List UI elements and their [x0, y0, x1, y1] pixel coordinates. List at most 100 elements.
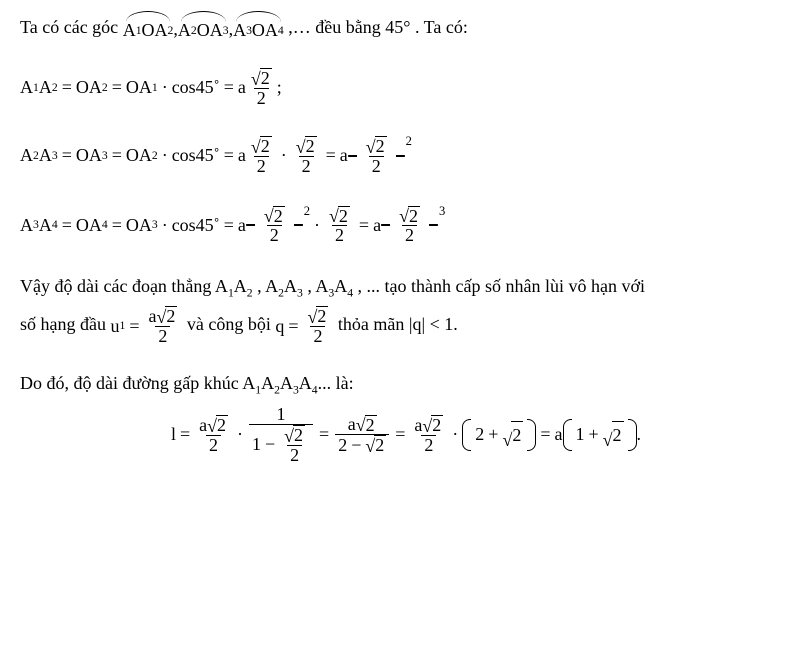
dot: ·	[314, 212, 320, 239]
sqrt-body: 2	[408, 206, 420, 226]
equation-a3a4: A3A4 = OA4 = OA3 · cos45˚ = a √2 2 2 · √…	[20, 204, 792, 248]
sqrt-body: 2	[216, 415, 228, 435]
sym: a	[148, 307, 156, 326]
sym: A	[233, 17, 246, 44]
dot: ·	[162, 212, 168, 239]
conclusion-2: số hạng đầu u1 = a√2 2 và công bội q = √…	[20, 306, 792, 346]
text: . Ta có:	[415, 17, 468, 37]
plus: +	[589, 421, 599, 448]
semi: ;	[277, 74, 282, 101]
sym: A	[155, 17, 168, 44]
eq: =	[112, 142, 122, 169]
eq: =	[62, 142, 72, 169]
num: 1	[274, 405, 289, 424]
eq: =	[288, 313, 298, 340]
sym: A	[139, 142, 152, 169]
cos45: cos45˚	[172, 212, 220, 239]
eq: =	[224, 212, 234, 239]
sym: A	[334, 276, 347, 296]
text: Ta có các góc	[20, 17, 123, 37]
eq: =	[540, 421, 550, 448]
text: Vậy độ dài các đoạn thẳng A	[20, 276, 228, 296]
sym: A	[123, 17, 136, 44]
sym: O	[76, 142, 89, 169]
den: 2	[421, 435, 436, 455]
sym: A	[261, 373, 274, 393]
eq: =	[62, 74, 72, 101]
sym: A	[39, 212, 52, 239]
sym: A	[20, 212, 33, 239]
text: , ... tạo thành cấp số nhân lùi vô hạn v…	[358, 276, 645, 296]
sym: 2	[338, 436, 347, 455]
minus: −	[265, 435, 275, 454]
intro-text: Ta có các góc A1OA2 , A2OA3 , A3OA4 ,… đ…	[20, 14, 792, 44]
eq: =	[62, 212, 72, 239]
arc-a3oa4: A3OA4	[233, 14, 284, 44]
sub: 3	[297, 287, 303, 300]
sym: O	[197, 17, 210, 44]
text: thỏa mãn |q| < 1.	[338, 314, 458, 334]
sqrt-body: 2	[431, 415, 443, 435]
sym: A	[39, 74, 52, 101]
frac: √2 2	[248, 136, 275, 176]
paren-1plus: 1 + √2	[563, 419, 637, 451]
sqrt-body: 2	[374, 435, 386, 455]
sym: 2	[475, 421, 484, 448]
text: ... là:	[318, 373, 354, 393]
paren: √2 2	[246, 204, 303, 248]
den: 2	[402, 225, 417, 245]
dot: ·	[162, 74, 168, 101]
sqrt-body: 2	[165, 306, 177, 326]
text: và công bội	[187, 314, 275, 334]
sym: O	[126, 212, 139, 239]
sym: O	[126, 142, 139, 169]
sym: A	[299, 373, 312, 393]
den: 2	[287, 445, 302, 465]
sqrt-body: 2	[511, 421, 523, 449]
dot: ·	[281, 142, 287, 169]
equation-a2a3: A2A3 = OA3 = OA2 · cos45˚ = a √2 2 · √2 …	[20, 134, 792, 178]
sym: O	[76, 74, 89, 101]
sym: a	[373, 212, 381, 239]
sym: q	[275, 313, 284, 340]
den: 2	[310, 326, 325, 346]
sqrt-body: 2	[365, 415, 377, 435]
conclusion-1: Vậy độ dài các đoạn thẳng A1A2 , A2A3 , …	[20, 273, 792, 300]
eq: =	[359, 212, 369, 239]
sqrt-body: 2	[316, 306, 328, 326]
sym: a	[238, 212, 246, 239]
frac: √2 2	[326, 206, 353, 246]
equation-a1a2: A1A2 = OA2 = OA1 · cos45˚ = a √2 2 ;	[20, 68, 792, 108]
sym: A	[89, 212, 102, 239]
sym: l	[171, 421, 176, 448]
sym: a	[348, 415, 356, 434]
sqrt-body: 2	[305, 136, 317, 156]
den: 2	[299, 156, 314, 176]
equation-length: l = a√2 2 · 1 1 − √2 2 = a√2 2 − √2	[20, 405, 792, 465]
dot: ·	[452, 421, 458, 448]
plus: +	[488, 421, 498, 448]
eq: =	[319, 421, 329, 448]
eq: =	[224, 74, 234, 101]
sym: A	[234, 276, 247, 296]
cos45: cos45˚	[172, 142, 220, 169]
sym: A	[89, 142, 102, 169]
sym: A	[139, 74, 152, 101]
den: 2	[254, 88, 269, 108]
sym: a	[238, 74, 246, 101]
sub: 2	[247, 287, 253, 300]
sym: A	[39, 142, 52, 169]
den: 2	[332, 225, 347, 245]
sym: A	[210, 17, 223, 44]
sym: A	[265, 17, 278, 44]
dot: ·	[237, 421, 243, 448]
sym: A	[139, 212, 152, 239]
sqrt-body: 2	[293, 425, 305, 445]
sym: a	[414, 416, 422, 435]
sym: O	[252, 17, 265, 44]
frac-one-over: 1 1 − √2 2	[249, 405, 313, 465]
sym: A	[284, 276, 297, 296]
den: 2	[369, 156, 384, 176]
den: 2	[206, 435, 221, 455]
sqrt-body: 2	[612, 421, 624, 449]
